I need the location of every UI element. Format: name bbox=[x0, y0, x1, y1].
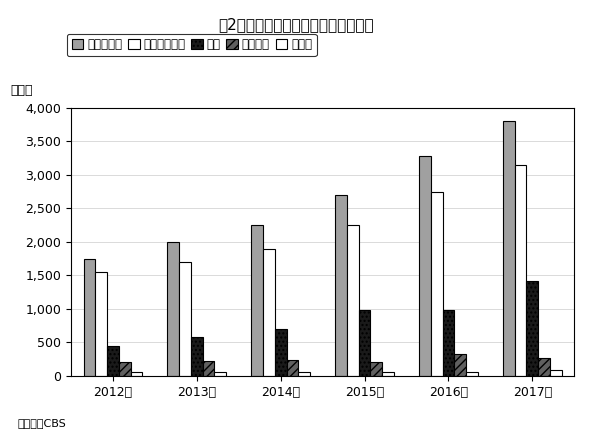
Text: （出所）CBS: （出所）CBS bbox=[18, 418, 66, 428]
Legend: 知的労働者, 家族の移住者, 学生, 労働移民, その他: 知的労働者, 家族の移住者, 学生, 労働移民, その他 bbox=[67, 34, 317, 56]
Bar bbox=[191, 337, 202, 376]
Bar bbox=[263, 249, 275, 376]
Text: 図2　インドから流入する移民の内訳: 図2 インドから流入する移民の内訳 bbox=[218, 17, 374, 32]
Bar bbox=[526, 281, 538, 376]
Bar bbox=[214, 372, 226, 376]
Bar bbox=[168, 242, 179, 376]
Bar bbox=[119, 362, 131, 376]
Bar bbox=[287, 360, 298, 376]
Bar bbox=[382, 372, 394, 376]
Bar bbox=[179, 262, 191, 376]
Bar bbox=[371, 362, 382, 376]
Bar bbox=[359, 310, 371, 376]
Bar bbox=[202, 361, 214, 376]
Bar bbox=[95, 272, 107, 376]
Bar bbox=[454, 354, 466, 376]
Bar bbox=[431, 192, 443, 376]
Bar bbox=[335, 195, 347, 376]
Bar bbox=[107, 346, 119, 376]
Bar bbox=[514, 165, 526, 376]
Bar bbox=[298, 372, 310, 376]
Bar bbox=[275, 329, 287, 376]
Bar bbox=[466, 372, 478, 376]
Bar bbox=[347, 225, 359, 376]
Bar bbox=[503, 121, 514, 376]
Bar bbox=[443, 310, 454, 376]
Bar bbox=[419, 156, 431, 376]
Bar bbox=[252, 225, 263, 376]
Bar bbox=[83, 259, 95, 376]
Bar bbox=[538, 359, 550, 376]
Bar bbox=[550, 371, 562, 376]
Bar bbox=[131, 372, 142, 376]
Text: （人）: （人） bbox=[11, 84, 33, 97]
